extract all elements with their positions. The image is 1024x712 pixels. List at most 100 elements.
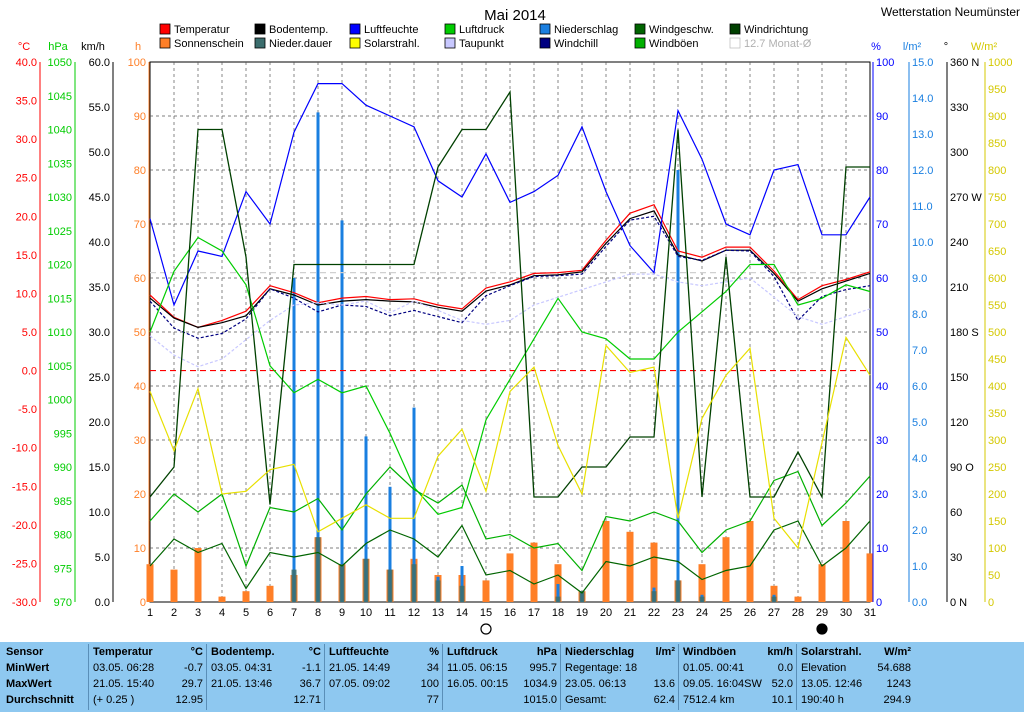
stats-column-header: Luftdruck hPa bbox=[443, 644, 561, 660]
x-tick-label: 17 bbox=[528, 607, 540, 619]
stats-column-unit: W/m² bbox=[884, 646, 911, 658]
stats-column-name: Windböen bbox=[683, 646, 737, 658]
axis-tick-rain: 6.0 bbox=[912, 381, 927, 393]
axis-tick-rain: 12.0 bbox=[912, 165, 933, 177]
axis-tick-humidity: 30 bbox=[876, 435, 888, 447]
axis-tick-pressure: 1015 bbox=[48, 293, 72, 305]
axis-tick-pressure: 1040 bbox=[48, 125, 72, 137]
stats-cell-label: 7512.4 km bbox=[683, 694, 735, 706]
axis-tick-direction: 90 O bbox=[950, 462, 974, 474]
axis-tick-wind: 25.0 bbox=[89, 372, 110, 384]
stats-column: Windböen km/h 01.05. 00:41 0.0 09.05. 16:04S… bbox=[678, 644, 797, 710]
axis-tick-rain: 0.0 bbox=[912, 597, 927, 609]
axis-tick-solar: 650 bbox=[988, 246, 1006, 258]
stats-column-name: Niederschlag bbox=[565, 646, 635, 658]
axis-tick-solar: 700 bbox=[988, 219, 1006, 231]
weather-chart: °C40.035.030.025.020.015.010.05.00.0-5.0… bbox=[12, 5, 1020, 635]
x-tick-label: 2 bbox=[171, 607, 177, 619]
stats-column-unit: °C bbox=[308, 646, 321, 658]
stats-cell-value: -0.7 bbox=[184, 662, 203, 674]
axis-tick-temp: 40.0 bbox=[16, 57, 37, 69]
legend-label: 12.7 Monat-Ø bbox=[744, 38, 812, 50]
stats-cell-value: 10.1 bbox=[771, 694, 793, 706]
axis-tick-temp: 0.0 bbox=[22, 366, 37, 378]
bar-sonnenschein bbox=[554, 564, 562, 602]
axis-tick-rain: 2.0 bbox=[912, 525, 927, 537]
axis-tick-pressure: 995 bbox=[54, 428, 72, 440]
axis-tick-solar: 900 bbox=[988, 111, 1006, 123]
axis-tick-temp: -15.0 bbox=[12, 481, 37, 493]
stats-cell-label: 16.05. 00:15 bbox=[447, 678, 509, 690]
bar-sonnenschein bbox=[794, 596, 802, 602]
axis-tick-wind: 30.0 bbox=[89, 327, 110, 339]
x-tick-label: 12 bbox=[408, 607, 420, 619]
bar-nieder-dauer bbox=[435, 580, 441, 602]
stats-column-name: Bodentemp. bbox=[211, 646, 275, 658]
stats-column-name: Solarstrahl. bbox=[801, 646, 862, 658]
axis-tick-humidity: 70 bbox=[876, 219, 888, 231]
bar-nieder-dauer bbox=[579, 591, 585, 602]
stats-column-header: Bodentemp. °C bbox=[207, 644, 325, 660]
legend: Temperatur Bodentemp. Luftfeuchte Luftdruck… bbox=[159, 23, 812, 50]
x-tick-label: 15 bbox=[480, 607, 492, 619]
legend-label: Temperatur bbox=[174, 24, 230, 36]
bar-sonnenschein bbox=[698, 564, 706, 602]
bar-niederschlag bbox=[388, 486, 392, 602]
axis-tick-temp: 25.0 bbox=[16, 173, 37, 185]
stats-column-name: Luftdruck bbox=[447, 646, 498, 658]
stats-row-label-sensor: Sensor bbox=[6, 646, 44, 658]
axis-tick-hours: 0 bbox=[140, 597, 146, 609]
stats-cell-row: 23.05. 06:13 13.6 bbox=[561, 676, 679, 692]
x-tick-label: 26 bbox=[744, 607, 756, 619]
series-line-windgeschw- bbox=[149, 520, 871, 594]
axis-tick-temp: -5.0 bbox=[18, 404, 37, 416]
bar-nieder-dauer bbox=[339, 564, 345, 602]
axis-tick-direction: 300 bbox=[950, 147, 968, 159]
stats-column-unit: l/m² bbox=[655, 646, 675, 658]
bar-sonnenschein bbox=[506, 553, 514, 602]
legend-label: Niederschlag bbox=[554, 24, 618, 36]
axis-tick-direction: 0 N bbox=[950, 597, 967, 609]
axis-tick-hours: 70 bbox=[134, 219, 146, 231]
axis-tick-pressure: 1045 bbox=[48, 91, 72, 103]
station-title: Wetterstation Neumünster bbox=[881, 5, 1020, 19]
x-tick-label: 9 bbox=[339, 607, 345, 619]
bar-sonnenschein bbox=[242, 591, 250, 602]
stats-column-header: Temperatur °C bbox=[89, 644, 207, 660]
axis-tick-solar: 250 bbox=[988, 462, 1006, 474]
stats-column-name: Luftfeuchte bbox=[329, 646, 389, 658]
moon-markers bbox=[480, 623, 828, 635]
axis-tick-pressure: 970 bbox=[54, 597, 72, 609]
stats-column-unit: hPa bbox=[536, 646, 557, 658]
bar-sonnenschein bbox=[626, 531, 634, 602]
legend-swatch bbox=[729, 37, 741, 49]
legend-swatch bbox=[349, 37, 361, 49]
bar-nieder-dauer bbox=[651, 591, 657, 602]
axis-tick-humidity: 90 bbox=[876, 111, 888, 123]
axis-tick-wind: 45.0 bbox=[89, 192, 110, 204]
axis-tick-solar: 950 bbox=[988, 84, 1006, 96]
stats-column-unit: km/h bbox=[767, 646, 793, 658]
legend-label: Windchill bbox=[554, 38, 598, 50]
bar-series bbox=[146, 112, 874, 603]
series-line-luftdruck bbox=[149, 236, 871, 515]
axis-tick-direction: 240 bbox=[950, 237, 968, 249]
stats-panel: Sensor MinWert MaxWert Durchschnitt Temperat… bbox=[0, 642, 1024, 712]
axis-tick-pressure: 1035 bbox=[48, 158, 72, 170]
axis-tick-wind: 60.0 bbox=[89, 57, 110, 69]
bar-sonnenschein bbox=[530, 542, 538, 602]
axis-tick-rain: 13.0 bbox=[912, 129, 933, 141]
bar-sonnenschein bbox=[866, 553, 874, 602]
legend-label: Solarstrahl. bbox=[364, 38, 420, 50]
axis-tick-solar: 600 bbox=[988, 273, 1006, 285]
axis-tick-direction: 270 W bbox=[950, 192, 982, 204]
axis-tick-rain: 5.0 bbox=[912, 417, 927, 429]
stats-cell-label: 21.05. 14:49 bbox=[329, 662, 391, 674]
stats-column-unit: °C bbox=[190, 646, 203, 658]
series-line-windrichtung bbox=[149, 89, 870, 505]
series-line-solarstrahl- bbox=[149, 335, 871, 550]
legend-label: Windböen bbox=[649, 38, 699, 50]
bar-sonnenschein bbox=[650, 542, 658, 602]
stats-cell-row: 7512.4 km 10.1 bbox=[679, 692, 797, 708]
axis-tick-rain: 7.0 bbox=[912, 345, 927, 357]
